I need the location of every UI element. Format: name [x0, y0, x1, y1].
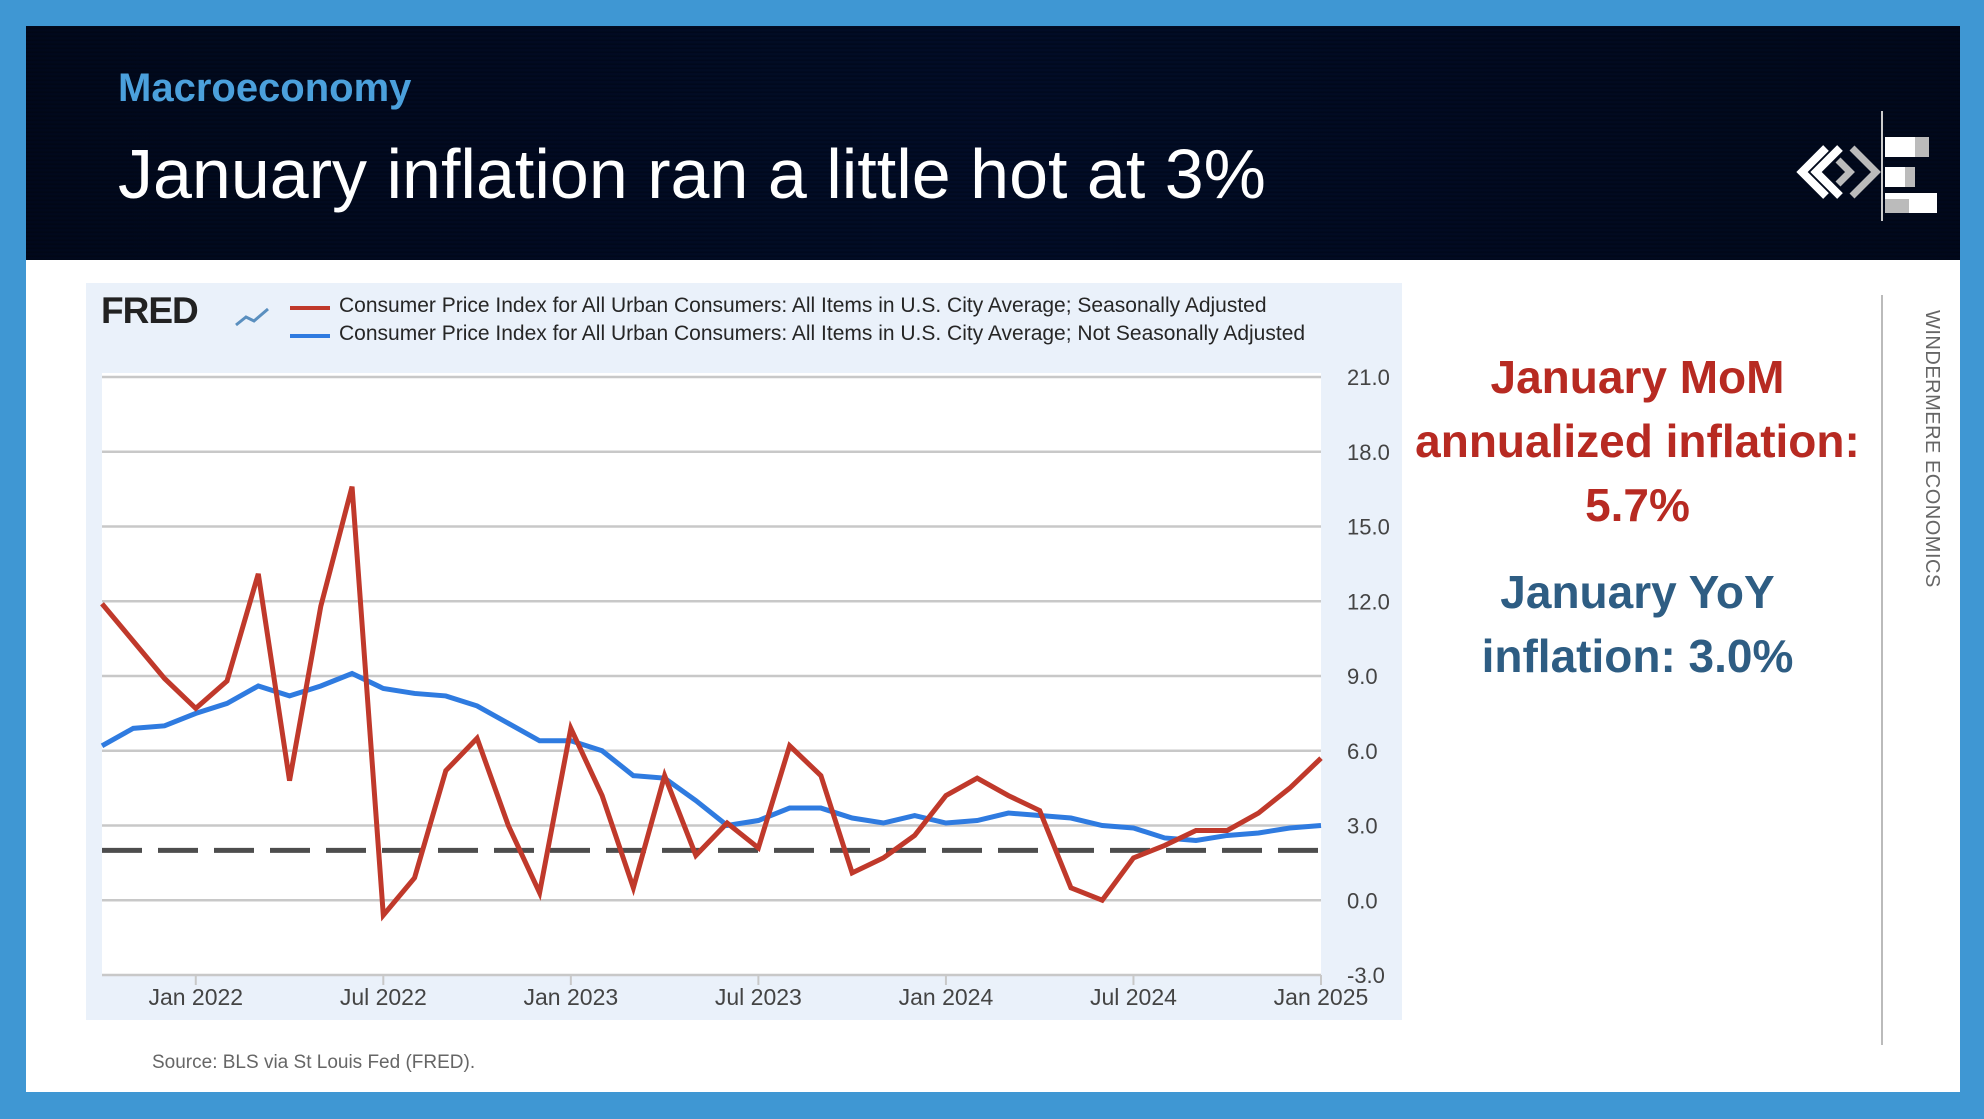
y-tick-label: 18.0: [1347, 440, 1390, 465]
x-tick-label: Jan 2025: [1274, 984, 1369, 1010]
section-kicker: Macroeconomy: [118, 66, 412, 110]
plot-area: [102, 373, 1321, 975]
legend-label-sa: Consumer Price Index for All Urban Consu…: [339, 294, 1267, 317]
brand-bars-icon: [1881, 111, 1937, 221]
x-tick-label: Jan 2024: [899, 984, 994, 1010]
y-tick-label: 15.0: [1347, 515, 1390, 540]
y-tick-label: -3.0: [1347, 963, 1385, 988]
fred-graph-icon: [235, 307, 269, 327]
series-line-sa: [100, 486, 1323, 922]
x-tick-label: Jul 2023: [715, 984, 802, 1010]
source-note: Source: BLS via St Louis Fed (FRED).: [152, 1052, 476, 1073]
x-tick-label: Jan 2023: [524, 984, 619, 1010]
y-tick-label: 3.0: [1347, 814, 1378, 839]
y-tick-label: 12.0: [1347, 589, 1390, 614]
page-title: January inflation ran a little hot at 3%: [118, 135, 1266, 213]
mom-callout: January MoM annualized inflation: 5.7%: [1415, 351, 1860, 531]
brand-vertical-label: WINDERMERE ECONOMICS: [1921, 310, 1943, 588]
y-tick-label: 9.0: [1347, 664, 1378, 689]
y-tick-label: 21.0: [1347, 365, 1390, 390]
x-tick-label: Jul 2024: [1090, 984, 1177, 1010]
fred-logo: FRED: [101, 290, 199, 331]
y-tick-label: 6.0: [1347, 739, 1378, 764]
legend-swatch-sa: [290, 306, 330, 310]
x-tick-label: Jan 2022: [148, 984, 243, 1010]
y-tick-label: 0.0: [1347, 888, 1378, 913]
x-tick-label: Jul 2022: [340, 984, 427, 1010]
legend-swatch-nsa: [290, 334, 330, 338]
yoy-callout: January YoY inflation: 3.0%: [1481, 566, 1794, 682]
windermere-logo-icon: [1796, 145, 1881, 199]
divider: [1881, 295, 1883, 1045]
inflation-line-chart: 21.0 18.0 15.0 12.0 9.0 6.0 3.0 0.0 -3.0 Jan 2022…: [100, 307, 1390, 1010]
header-banner: Macroeconomy January inflation ran a lit…: [26, 26, 1960, 260]
fred-chart-panel: 21.0 18.0 15.0 12.0 9.0 6.0 3.0 0.0 -3.0 Jan 2022…: [86, 283, 1402, 1020]
legend-label-nsa: Consumer Price Index for All Urban Consu…: [339, 322, 1306, 345]
